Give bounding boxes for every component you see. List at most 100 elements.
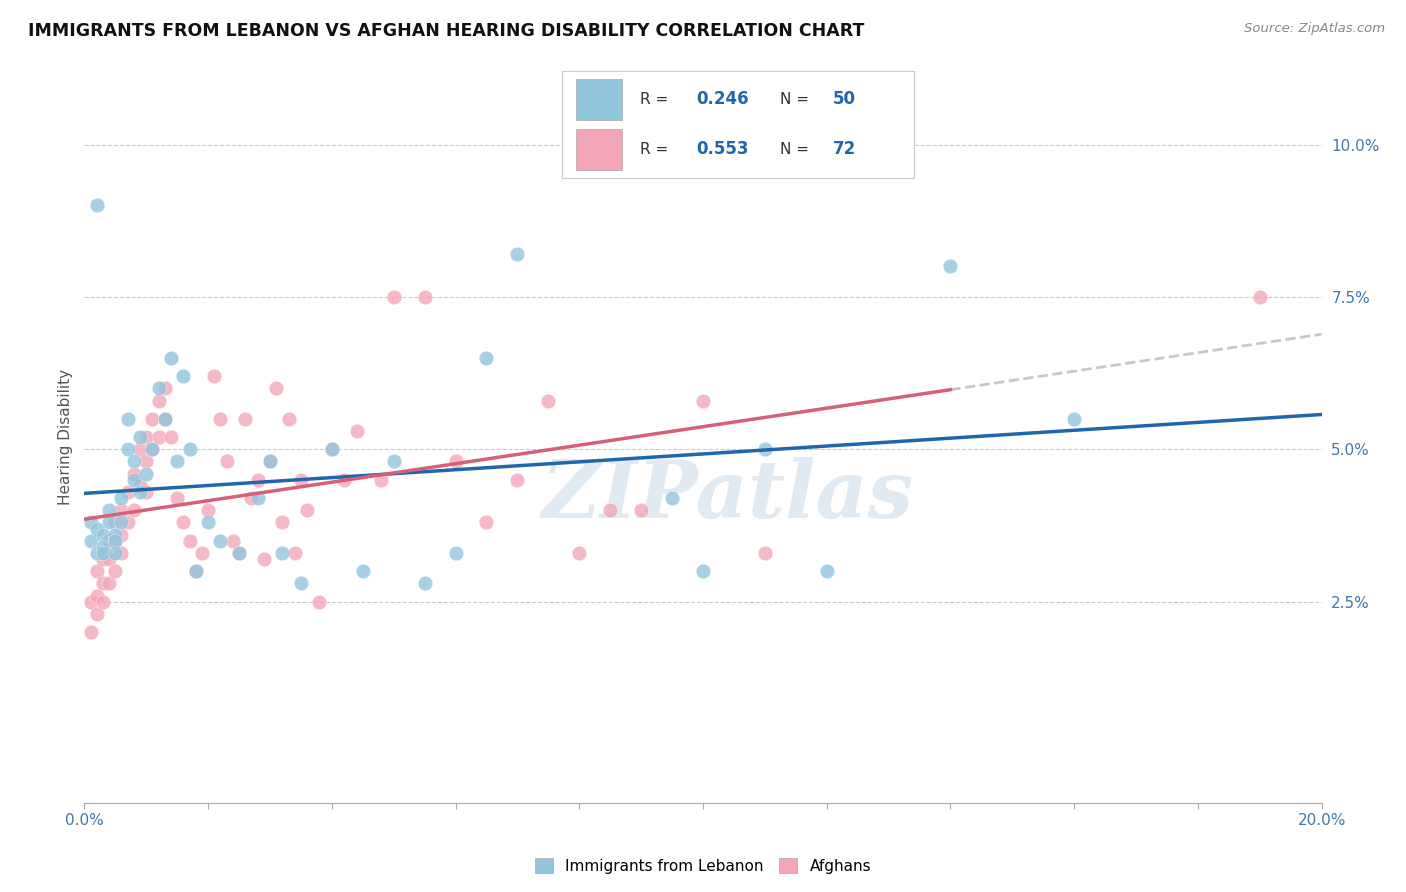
Point — [333, 473, 356, 487]
Point — [153, 412, 176, 426]
Point — [104, 527, 127, 541]
FancyBboxPatch shape — [576, 78, 621, 120]
Point — [117, 516, 139, 530]
Point — [661, 491, 683, 505]
Point — [308, 594, 330, 608]
Point — [91, 527, 114, 541]
Point — [290, 473, 312, 487]
Text: IMMIGRANTS FROM LEBANON VS AFGHAN HEARING DISABILITY CORRELATION CHART: IMMIGRANTS FROM LEBANON VS AFGHAN HEARIN… — [28, 22, 865, 40]
Point — [352, 564, 374, 578]
Point — [253, 552, 276, 566]
Point — [98, 503, 121, 517]
Point — [692, 564, 714, 578]
Point — [179, 533, 201, 548]
Point — [117, 485, 139, 500]
Point — [277, 412, 299, 426]
Point — [370, 473, 392, 487]
Point — [122, 503, 145, 517]
Point — [135, 485, 157, 500]
Point — [135, 430, 157, 444]
Point — [191, 546, 214, 560]
Point — [148, 430, 170, 444]
Point — [153, 412, 176, 426]
Point — [141, 412, 163, 426]
Point — [141, 442, 163, 457]
Point — [79, 533, 101, 548]
Point — [129, 430, 152, 444]
Text: R =: R = — [640, 142, 673, 157]
Legend: Immigrants from Lebanon, Afghans: Immigrants from Lebanon, Afghans — [529, 852, 877, 880]
Point — [209, 412, 232, 426]
Point — [630, 503, 652, 517]
Point — [215, 454, 238, 468]
Point — [129, 442, 152, 457]
Point — [321, 442, 343, 457]
Point — [153, 381, 176, 395]
Point — [413, 576, 436, 591]
Text: 0.553: 0.553 — [696, 141, 748, 159]
Point — [86, 607, 108, 621]
Text: ZIPatlas: ZIPatlas — [541, 457, 914, 534]
Point — [537, 393, 560, 408]
Point — [222, 533, 245, 548]
Point — [104, 564, 127, 578]
Point — [475, 516, 498, 530]
Point — [506, 247, 529, 261]
Text: N =: N = — [780, 142, 814, 157]
Point — [382, 290, 405, 304]
Point — [259, 454, 281, 468]
FancyBboxPatch shape — [576, 129, 621, 169]
Point — [129, 479, 152, 493]
Point — [754, 546, 776, 560]
Point — [110, 527, 132, 541]
Point — [110, 546, 132, 560]
Text: 50: 50 — [832, 90, 856, 108]
Point — [197, 516, 219, 530]
Point — [104, 533, 127, 548]
Point — [141, 442, 163, 457]
Point — [117, 412, 139, 426]
Point — [160, 351, 183, 365]
Text: N =: N = — [780, 92, 814, 107]
Point — [271, 516, 294, 530]
Point — [91, 546, 114, 560]
Point — [228, 546, 250, 560]
Point — [184, 564, 207, 578]
Point — [240, 491, 263, 505]
Point — [172, 516, 194, 530]
Point — [110, 491, 132, 505]
Text: 72: 72 — [832, 141, 856, 159]
Point — [179, 442, 201, 457]
Point — [160, 430, 183, 444]
Point — [91, 576, 114, 591]
Point — [284, 546, 307, 560]
Point — [172, 369, 194, 384]
Point — [79, 594, 101, 608]
Point — [246, 491, 269, 505]
Point — [321, 442, 343, 457]
Text: Source: ZipAtlas.com: Source: ZipAtlas.com — [1244, 22, 1385, 36]
Point — [184, 564, 207, 578]
Point — [264, 381, 287, 395]
Point — [110, 503, 132, 517]
Point — [754, 442, 776, 457]
Point — [599, 503, 621, 517]
Point — [233, 412, 256, 426]
Point — [815, 564, 838, 578]
Text: 0.246: 0.246 — [696, 90, 748, 108]
Point — [202, 369, 225, 384]
Point — [79, 625, 101, 640]
Point — [1063, 412, 1085, 426]
Point — [939, 260, 962, 274]
Point — [122, 473, 145, 487]
Point — [166, 454, 188, 468]
Point — [122, 467, 145, 481]
Point — [246, 473, 269, 487]
Text: R =: R = — [640, 92, 673, 107]
Point — [209, 533, 232, 548]
Point — [98, 576, 121, 591]
Point — [1249, 290, 1271, 304]
Point — [98, 552, 121, 566]
Point — [271, 546, 294, 560]
Point — [129, 485, 152, 500]
